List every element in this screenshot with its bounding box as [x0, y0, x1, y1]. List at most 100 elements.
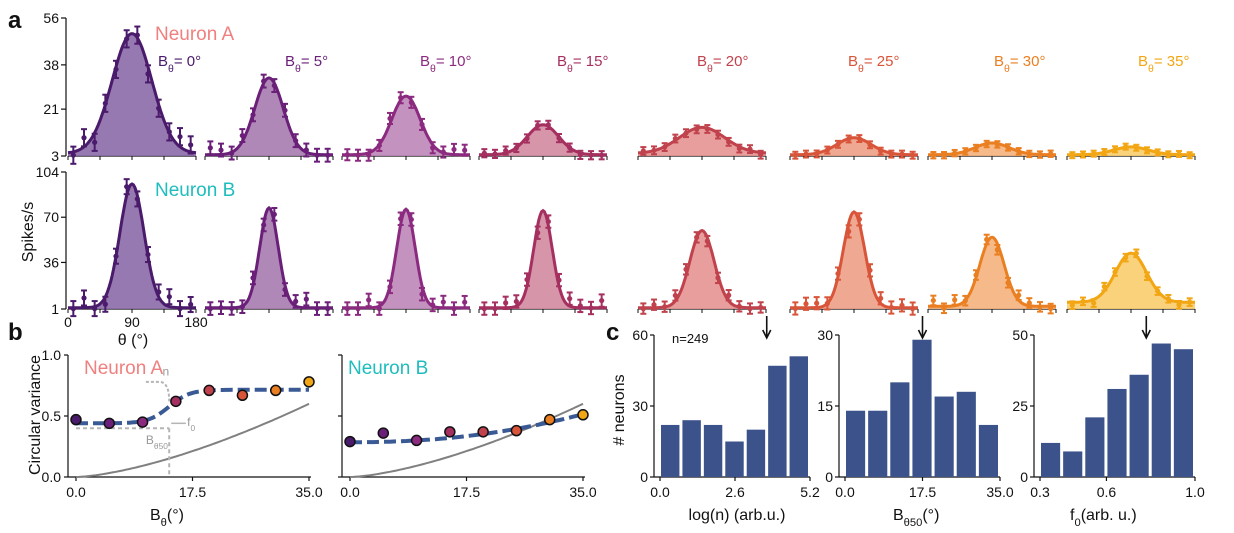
data-point [303, 147, 309, 153]
hist-x-label-f0-sub: 0 [1074, 517, 1080, 529]
annot-b50-label-sub: θ50 [154, 441, 168, 451]
data-point [662, 304, 668, 310]
data-point [1176, 151, 1182, 157]
cv-x-axis-label-sub: θ [161, 517, 167, 529]
histogram-bar [956, 391, 976, 477]
histogram-bar [1173, 349, 1193, 477]
data-point [1037, 151, 1043, 158]
data-point [704, 238, 710, 244]
data-point [419, 121, 425, 128]
data-point [694, 126, 700, 132]
data-point [113, 253, 119, 259]
data-point [758, 304, 764, 311]
tuning-fill [790, 211, 918, 309]
data-point [984, 236, 990, 243]
b50-annotation: n f0 Bθ50 [76, 365, 196, 477]
tuning-fill [1067, 253, 1195, 309]
histogram-bar [1041, 442, 1061, 477]
data-point [556, 277, 562, 283]
annot-f0-label: f0 [187, 415, 195, 433]
data-point [672, 292, 678, 299]
data-point [952, 297, 958, 303]
tuning-line [790, 136, 918, 157]
column-title-7-main: B [1138, 53, 1148, 70]
data-point [824, 147, 830, 153]
data-point [513, 145, 519, 151]
data-point [492, 151, 498, 157]
cv-y-tick-label: 0.5 [42, 408, 62, 424]
hist-y-tick-label: 0 [825, 469, 833, 485]
data-point [344, 152, 350, 158]
reference-curve [349, 402, 584, 478]
hist-y-tick-label: 60 [632, 327, 648, 343]
histogram-bar [661, 424, 680, 477]
data-point [867, 142, 873, 148]
median-arrow-head [1141, 329, 1152, 340]
data-point [736, 303, 742, 309]
cv-data-point [344, 435, 356, 448]
data-point [145, 71, 151, 77]
data-point [1069, 302, 1075, 308]
data-point [715, 275, 721, 281]
row1-y-tick-label: 36 [43, 254, 59, 270]
tuning-line [205, 205, 333, 310]
column-title-2-rest: = 10° [436, 53, 472, 70]
data-point [1123, 255, 1129, 261]
data-point [758, 152, 764, 158]
data-point [747, 306, 753, 312]
data-point [640, 148, 646, 154]
data-point [440, 149, 446, 155]
sigmoid-fit-dashed [350, 412, 584, 445]
data-point [930, 152, 936, 158]
data-point [535, 230, 541, 236]
row1-y-tick-label: 70 [43, 209, 59, 225]
tuning-curve-row1-col5 [789, 210, 919, 316]
data-point [1187, 152, 1193, 158]
cv-data-point [70, 413, 82, 426]
data-point [113, 66, 119, 72]
cv-y-tick-label: 0.0 [42, 469, 62, 485]
row1-y-tick-label: 1 [51, 301, 59, 317]
data-point [984, 141, 990, 147]
tuning-curve-row1-col6 [927, 233, 1057, 315]
data-point [1123, 144, 1129, 150]
data-point [481, 150, 487, 156]
data-point [440, 299, 446, 305]
data-point [166, 129, 172, 135]
data-point [662, 144, 668, 150]
data-point [376, 142, 382, 149]
circular-variance-plot-1: 0.0 17.5 35.0 Neuron B [338, 354, 597, 500]
data-point [835, 270, 841, 277]
cv-data-point [303, 376, 315, 388]
data-point [1048, 151, 1054, 157]
column-title-7-rest: = 35° [1154, 53, 1190, 70]
cv-data-point [377, 427, 390, 439]
data-point [1069, 152, 1075, 158]
column-title-1: Bθ= 5° [285, 53, 328, 75]
x-tick-label-theta: 0 [64, 314, 72, 330]
hist-x-tick-label: 17.5 [909, 484, 936, 500]
tuning-line [1067, 251, 1195, 304]
data-point [124, 36, 130, 42]
data-point [1091, 300, 1097, 306]
data-point [92, 139, 98, 145]
histogram-bar [1085, 417, 1105, 477]
hist-x-tick-label: 0.0 [835, 484, 855, 500]
data-point [229, 150, 235, 156]
data-point [293, 138, 299, 144]
data-point [481, 306, 487, 312]
data-point [899, 151, 905, 157]
panel-label-b: b [8, 319, 23, 346]
data-point [387, 284, 393, 290]
neuron-label-row1: Neuron B [155, 180, 235, 201]
hist-x-tick-label: 1.0 [1185, 484, 1205, 500]
data-point [250, 112, 256, 118]
data-point [694, 234, 700, 240]
data-point [599, 152, 605, 158]
cv-data-point [410, 434, 423, 447]
data-point [1005, 280, 1011, 286]
column-title-6-sub: θ [1004, 63, 1010, 75]
data-point [102, 301, 108, 307]
histogram-1: 0 15 30 0.0 17.5 35.0 [817, 316, 1014, 500]
data-point [651, 147, 657, 153]
